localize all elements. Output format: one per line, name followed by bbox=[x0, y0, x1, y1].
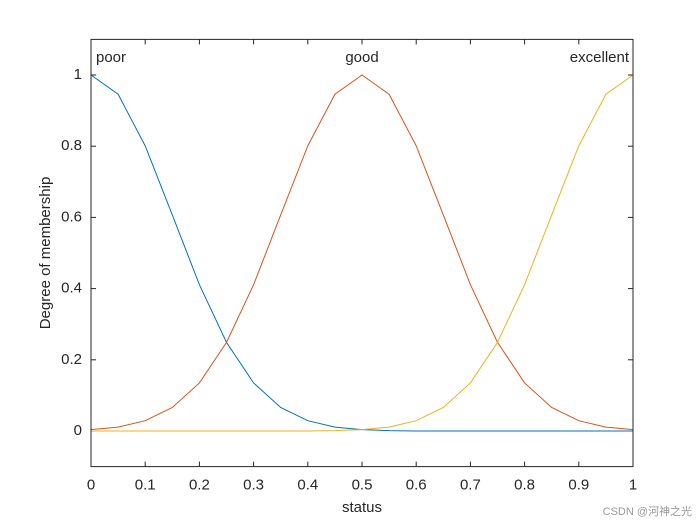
y-tick-label: 0.6 bbox=[61, 208, 82, 225]
x-axis-label: status bbox=[342, 499, 382, 516]
line-series bbox=[91, 74, 634, 432]
x-tick-label: 0 bbox=[87, 477, 95, 494]
x-tick-label: 0.8 bbox=[514, 477, 535, 494]
y-tick-label: 0.4 bbox=[61, 280, 82, 297]
x-tick-label: 0.4 bbox=[297, 477, 318, 494]
y-tick-label: 0.8 bbox=[61, 137, 82, 154]
line-series bbox=[90, 74, 633, 432]
y-axis-label: Degree of membership bbox=[37, 177, 54, 330]
curve-label: good bbox=[345, 49, 378, 66]
x-tick-label: 0.1 bbox=[135, 477, 156, 494]
x-tick-label: 1 bbox=[629, 477, 637, 494]
x-tick-label: 0.5 bbox=[352, 477, 373, 494]
x-tick-label: 0.7 bbox=[460, 477, 481, 494]
curve-label: excellent bbox=[570, 49, 630, 66]
x-tick-label: 0.9 bbox=[568, 477, 589, 494]
axes-box bbox=[90, 38, 634, 468]
watermark: CSDN @河神之光 bbox=[603, 504, 692, 518]
line-series bbox=[90, 74, 634, 431]
x-tick-label: 0.3 bbox=[243, 477, 264, 494]
y-tick-label: 1 bbox=[74, 66, 82, 83]
curve-label: poor bbox=[96, 49, 126, 66]
x-tick-label: 0.2 bbox=[189, 477, 210, 494]
y-tick-label: 0 bbox=[74, 422, 82, 439]
x-tick-label: 0.6 bbox=[406, 477, 427, 494]
y-tick-label: 0.2 bbox=[61, 351, 82, 368]
